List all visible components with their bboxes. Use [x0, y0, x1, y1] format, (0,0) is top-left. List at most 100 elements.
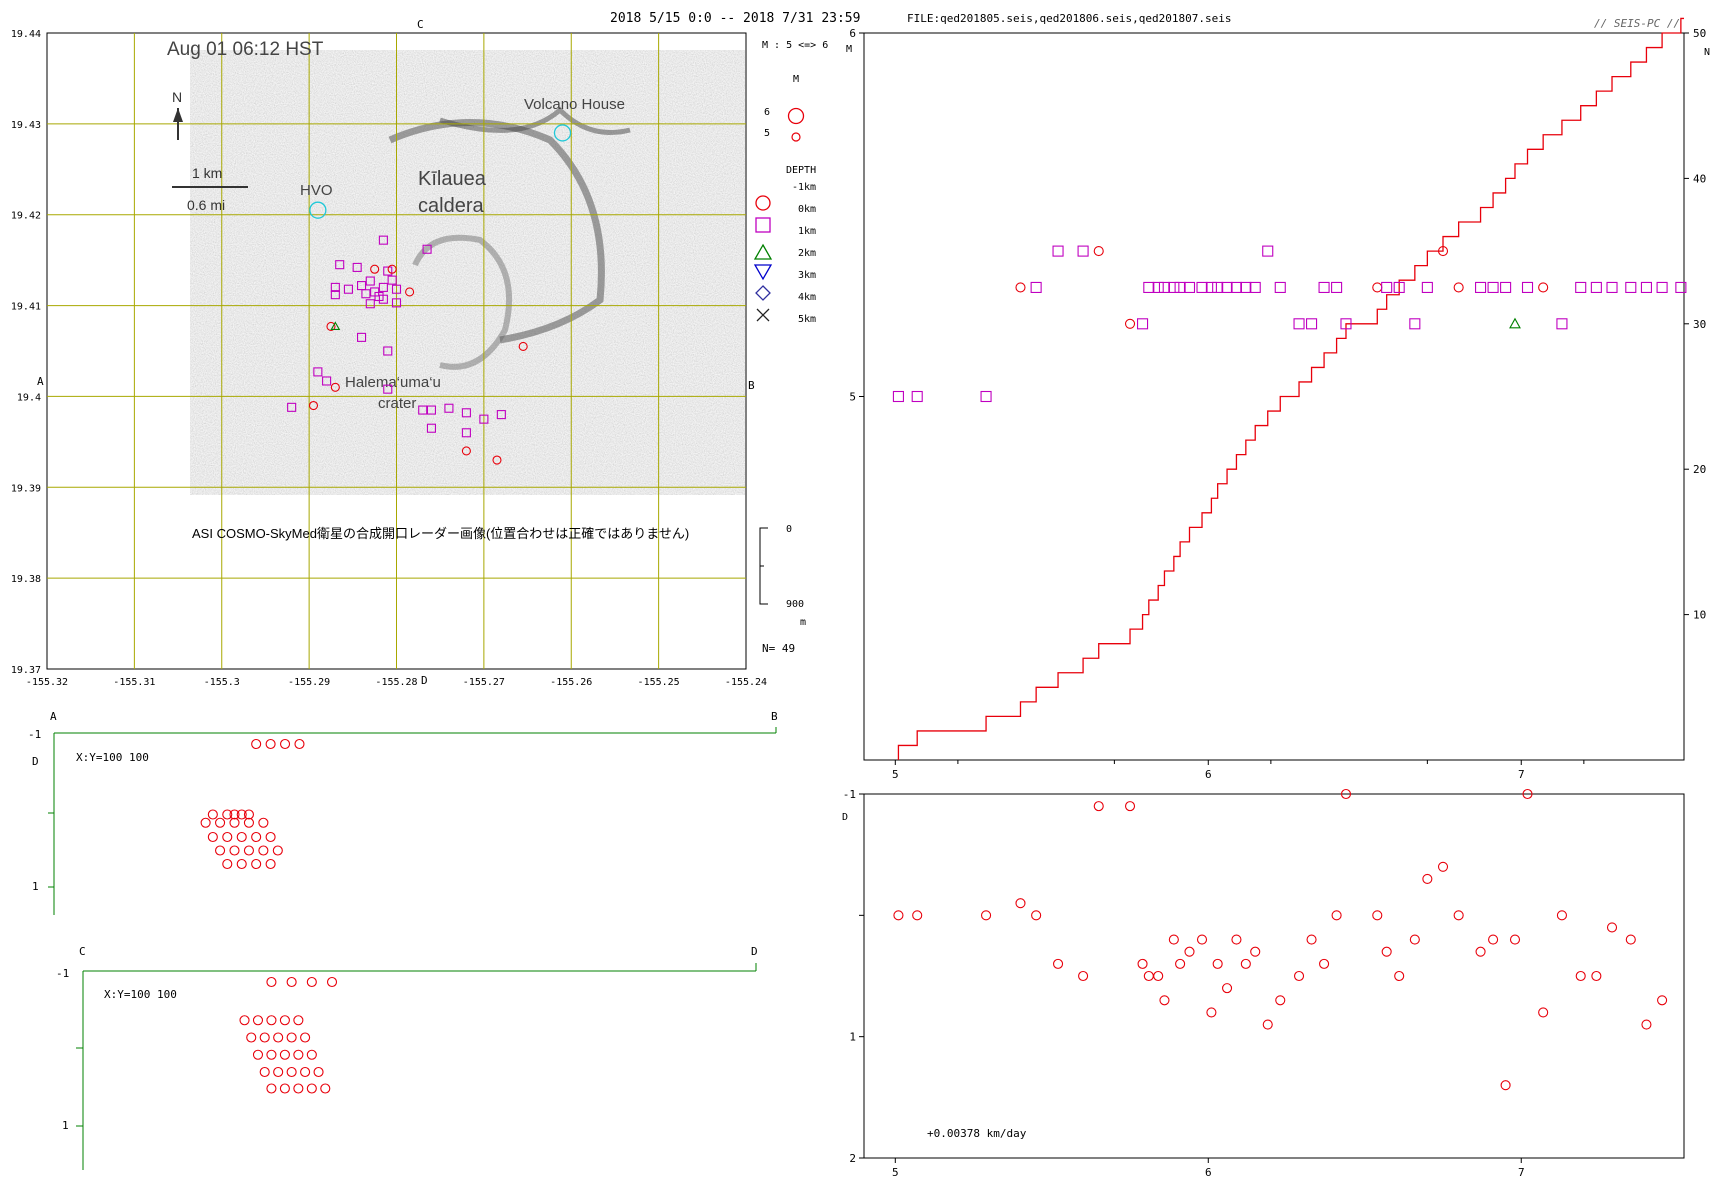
magnitude-square — [1205, 281, 1217, 294]
magnitude-square — [1340, 318, 1352, 330]
hypocenter-circle — [251, 738, 262, 750]
magnitude-square — [1656, 281, 1668, 294]
depth-circle — [1453, 910, 1464, 921]
epicenter-circle — [405, 287, 415, 297]
depth-circle — [1641, 1019, 1652, 1030]
hypocenter-circle — [251, 858, 262, 870]
ab-hypocenter-markers — [200, 738, 305, 870]
magnitude-square — [1174, 281, 1186, 294]
epicenter-map: 19.4419.4319.4219.4119.419.3919.3819.37 … — [11, 18, 767, 688]
hypocenter-circle — [306, 1049, 317, 1060]
epicenter-circle — [308, 400, 319, 411]
mt-xtick-label: 7 — [1518, 768, 1525, 781]
hypocenter-circle — [313, 1066, 324, 1078]
mt-ylabel: M — [846, 44, 852, 55]
hypocenter-circle — [294, 738, 305, 750]
legend-depth-4: 4km — [798, 292, 816, 303]
magnitude-markers — [892, 245, 1687, 403]
depth-circle — [1159, 995, 1170, 1006]
magnitude-circle — [1437, 246, 1449, 257]
magnitude-square — [1575, 281, 1587, 294]
depth-circle — [1231, 934, 1242, 945]
magnitude-square — [1625, 281, 1637, 294]
magnitude-square — [1230, 281, 1242, 294]
ab-end-mark: B — [771, 710, 778, 723]
depth-circle — [1500, 1080, 1511, 1091]
depth-circle — [1509, 934, 1521, 945]
epicenter-square — [444, 403, 454, 413]
latitude-tick-label: 19.4 — [17, 392, 41, 403]
hypocenter-circle — [293, 1049, 304, 1060]
epicenter-square — [383, 266, 393, 276]
magnitude-square — [1196, 281, 1208, 294]
hypocenter-circle — [273, 1032, 284, 1043]
epicenter-square — [387, 275, 397, 285]
hypocenter-circle — [266, 1015, 277, 1026]
mt-y2label: N — [1704, 47, 1710, 58]
epicenter-circle — [518, 341, 528, 352]
longitude-tick-label: -155.3 — [204, 677, 240, 688]
legend-depth-3-icon — [753, 264, 773, 281]
station-marker — [553, 124, 572, 142]
caldera-label-1: Kīlauea — [418, 168, 487, 190]
hypocenter-circle — [236, 858, 247, 870]
epicenter-triangle — [330, 321, 341, 331]
hypocenter-circle — [279, 1083, 290, 1094]
hypocenter-circle — [300, 1032, 311, 1043]
magnitude-square — [1606, 281, 1618, 294]
depth-circle — [1538, 1007, 1549, 1018]
magnitude-square — [1136, 318, 1149, 330]
epicenter-square — [496, 410, 506, 420]
dt-xtick-label: 6 — [1205, 1166, 1212, 1179]
hypocenter-circle — [279, 738, 291, 750]
epicenter-circle — [330, 382, 340, 392]
magnitude-square — [1475, 281, 1487, 294]
hypocenter-circle — [265, 738, 276, 750]
depth-circle — [1437, 861, 1449, 872]
hypocenter-circle — [239, 1015, 250, 1026]
cd-start-mark: C — [79, 945, 86, 958]
hypocenter-circle — [293, 1015, 304, 1026]
legend-depth-1-icon — [755, 217, 771, 233]
cd-end-mark: D — [751, 945, 758, 958]
latitude-tick-label: 19.42 — [11, 211, 41, 222]
magnitude-square — [1077, 245, 1089, 257]
magnitude-square — [892, 390, 904, 403]
depth-circle — [1206, 1007, 1217, 1018]
hypocenter-circle — [251, 831, 262, 843]
mt-y2tick-label: 20 — [1693, 463, 1706, 476]
hypocenter-circle — [258, 817, 269, 828]
legend-mag-range: M : 5 <=> 6 — [762, 40, 828, 51]
depth-circle — [1319, 958, 1330, 969]
hypocenter-circle — [266, 1049, 277, 1060]
legend-mag-title: M — [793, 74, 799, 85]
legend-depth-0-icon — [755, 195, 771, 211]
hypocenter-circle — [207, 831, 218, 843]
cumulative-number-series — [897, 17, 1684, 760]
hypocenter-circle — [306, 976, 317, 988]
hypocenter-circle — [259, 1066, 270, 1078]
dt-rate-note: +0.00378 km/day — [927, 1127, 1027, 1140]
epicenter-circle — [492, 455, 502, 465]
mt-xtick-label: 5 — [892, 768, 899, 781]
hypocenter-circle — [326, 976, 338, 988]
section-b-mark: B — [748, 379, 755, 392]
epicenter-square — [426, 405, 437, 415]
legend: M : 5 <=> 6 M 6 5 DEPTH -1km 0km 1km 2km… — [753, 40, 828, 655]
magnitude-square — [1183, 281, 1196, 294]
magnitude-triangle — [1509, 317, 1521, 329]
magnitude-square — [1212, 281, 1224, 294]
legend-depth-0: 0km — [798, 204, 816, 215]
epicenter-square — [365, 299, 375, 309]
depth-circle — [1052, 958, 1064, 969]
latitude-tick-label: 19.39 — [11, 483, 41, 494]
epicenter-square — [422, 244, 432, 254]
longitude-tick-label: -155.31 — [113, 677, 155, 688]
hypocenter-circle — [306, 1083, 317, 1094]
epicenter-square — [356, 332, 367, 342]
depth-circle — [1475, 946, 1486, 957]
period-label: 2018 5/15 0:0 -- 2018 7/31 23:59 — [610, 11, 860, 26]
latitude-tick-label: 19.38 — [11, 574, 41, 585]
hypocenter-circle — [243, 817, 254, 828]
